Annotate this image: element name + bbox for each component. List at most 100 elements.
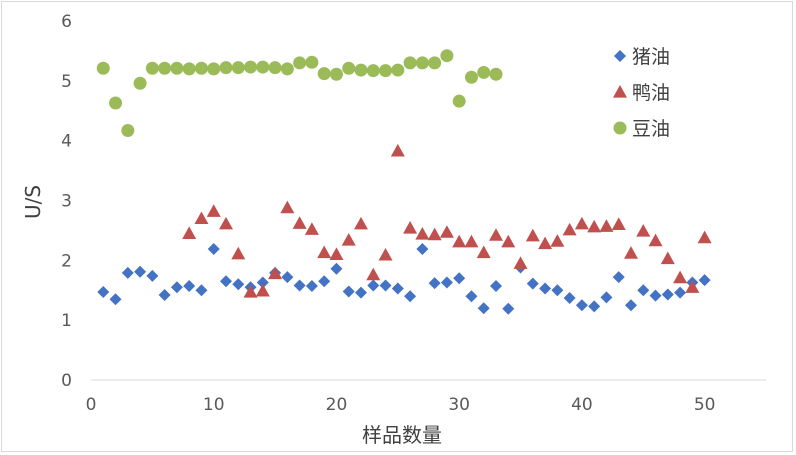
data-point xyxy=(231,246,246,260)
data-point xyxy=(354,216,368,230)
data-point xyxy=(464,70,478,84)
x-tick-label: 30 xyxy=(448,395,470,415)
data-point xyxy=(697,230,712,244)
data-point xyxy=(599,219,614,232)
y-tick-label: 1 xyxy=(61,311,72,331)
data-point xyxy=(317,67,331,81)
data-point xyxy=(206,204,221,217)
data-point xyxy=(293,279,306,292)
legend-entry-label: 豆油 xyxy=(632,118,670,140)
data-point xyxy=(305,280,318,293)
data-point xyxy=(625,299,637,312)
data-point xyxy=(674,286,687,299)
data-point xyxy=(304,222,319,235)
data-point xyxy=(600,291,613,304)
data-point xyxy=(292,216,307,229)
data-point xyxy=(354,63,368,77)
data-point xyxy=(256,276,269,289)
data-point xyxy=(305,55,319,69)
data-point xyxy=(539,282,552,295)
data-point xyxy=(341,232,356,246)
data-point xyxy=(194,211,209,225)
data-point xyxy=(685,280,700,293)
data-point xyxy=(268,266,283,280)
data-point xyxy=(219,216,233,230)
data-point xyxy=(636,224,651,237)
data-point xyxy=(280,200,295,214)
data-point xyxy=(415,56,429,70)
data-point xyxy=(416,242,429,255)
data-point xyxy=(477,302,490,315)
data-point xyxy=(231,61,245,75)
data-point xyxy=(648,233,663,247)
data-point xyxy=(367,279,380,292)
data-point xyxy=(464,234,479,248)
series-diamond xyxy=(97,242,711,315)
data-point xyxy=(133,76,147,90)
data-point xyxy=(588,300,601,313)
data-point xyxy=(330,262,343,275)
data-point xyxy=(525,228,540,242)
data-point xyxy=(109,293,122,306)
data-point xyxy=(219,61,233,75)
data-point xyxy=(134,265,147,278)
legend-marker xyxy=(613,121,627,135)
data-point xyxy=(673,270,688,284)
y-tick-label: 6 xyxy=(61,12,72,32)
legend-entry-label: 鸭油 xyxy=(632,82,670,104)
data-point xyxy=(342,61,356,75)
y-tick-label: 5 xyxy=(61,72,72,92)
data-point xyxy=(158,61,172,75)
data-point xyxy=(660,251,675,265)
data-point xyxy=(268,61,282,75)
data-point xyxy=(366,64,380,78)
data-point xyxy=(490,280,502,293)
data-point xyxy=(452,94,466,108)
data-point xyxy=(121,123,135,137)
data-point xyxy=(329,67,343,81)
data-point xyxy=(378,247,393,261)
y-tick-label: 3 xyxy=(61,192,72,212)
data-point xyxy=(109,96,123,110)
data-point xyxy=(329,247,344,260)
data-point xyxy=(379,279,392,292)
data-point xyxy=(195,284,208,297)
legend-marker xyxy=(614,50,626,62)
data-point xyxy=(501,234,516,248)
data-point xyxy=(170,61,184,75)
data-point xyxy=(611,217,626,231)
tick-labels: 0 10 20 30 40 50 0 1 2 3 4 5 6 xyxy=(61,12,715,415)
data-point xyxy=(476,245,491,259)
data-point xyxy=(489,228,503,241)
data-point xyxy=(612,271,625,284)
data-point xyxy=(207,62,221,76)
data-point xyxy=(538,236,553,250)
legend-entry-label: 猪油 xyxy=(632,46,670,68)
y-tick-label: 2 xyxy=(61,251,72,271)
data-point xyxy=(698,274,711,287)
data-point xyxy=(477,65,491,79)
data-point xyxy=(121,266,134,279)
data-point xyxy=(293,56,307,70)
data-point xyxy=(649,289,662,302)
y-axis-title: U/S xyxy=(21,185,45,219)
data-point xyxy=(587,219,602,233)
data-point xyxy=(280,62,294,76)
x-tick-label: 50 xyxy=(694,395,716,415)
data-point xyxy=(526,277,539,290)
data-point xyxy=(281,271,294,284)
data-point xyxy=(404,290,417,303)
data-point xyxy=(96,61,110,75)
x-tick-label: 40 xyxy=(571,395,593,415)
data-point xyxy=(355,286,367,299)
data-point xyxy=(170,281,183,294)
data-point xyxy=(637,284,650,297)
x-tick-label: 20 xyxy=(326,395,348,415)
data-point xyxy=(562,222,577,236)
data-point xyxy=(428,56,442,70)
data-point xyxy=(440,49,454,63)
data-point xyxy=(158,289,171,302)
